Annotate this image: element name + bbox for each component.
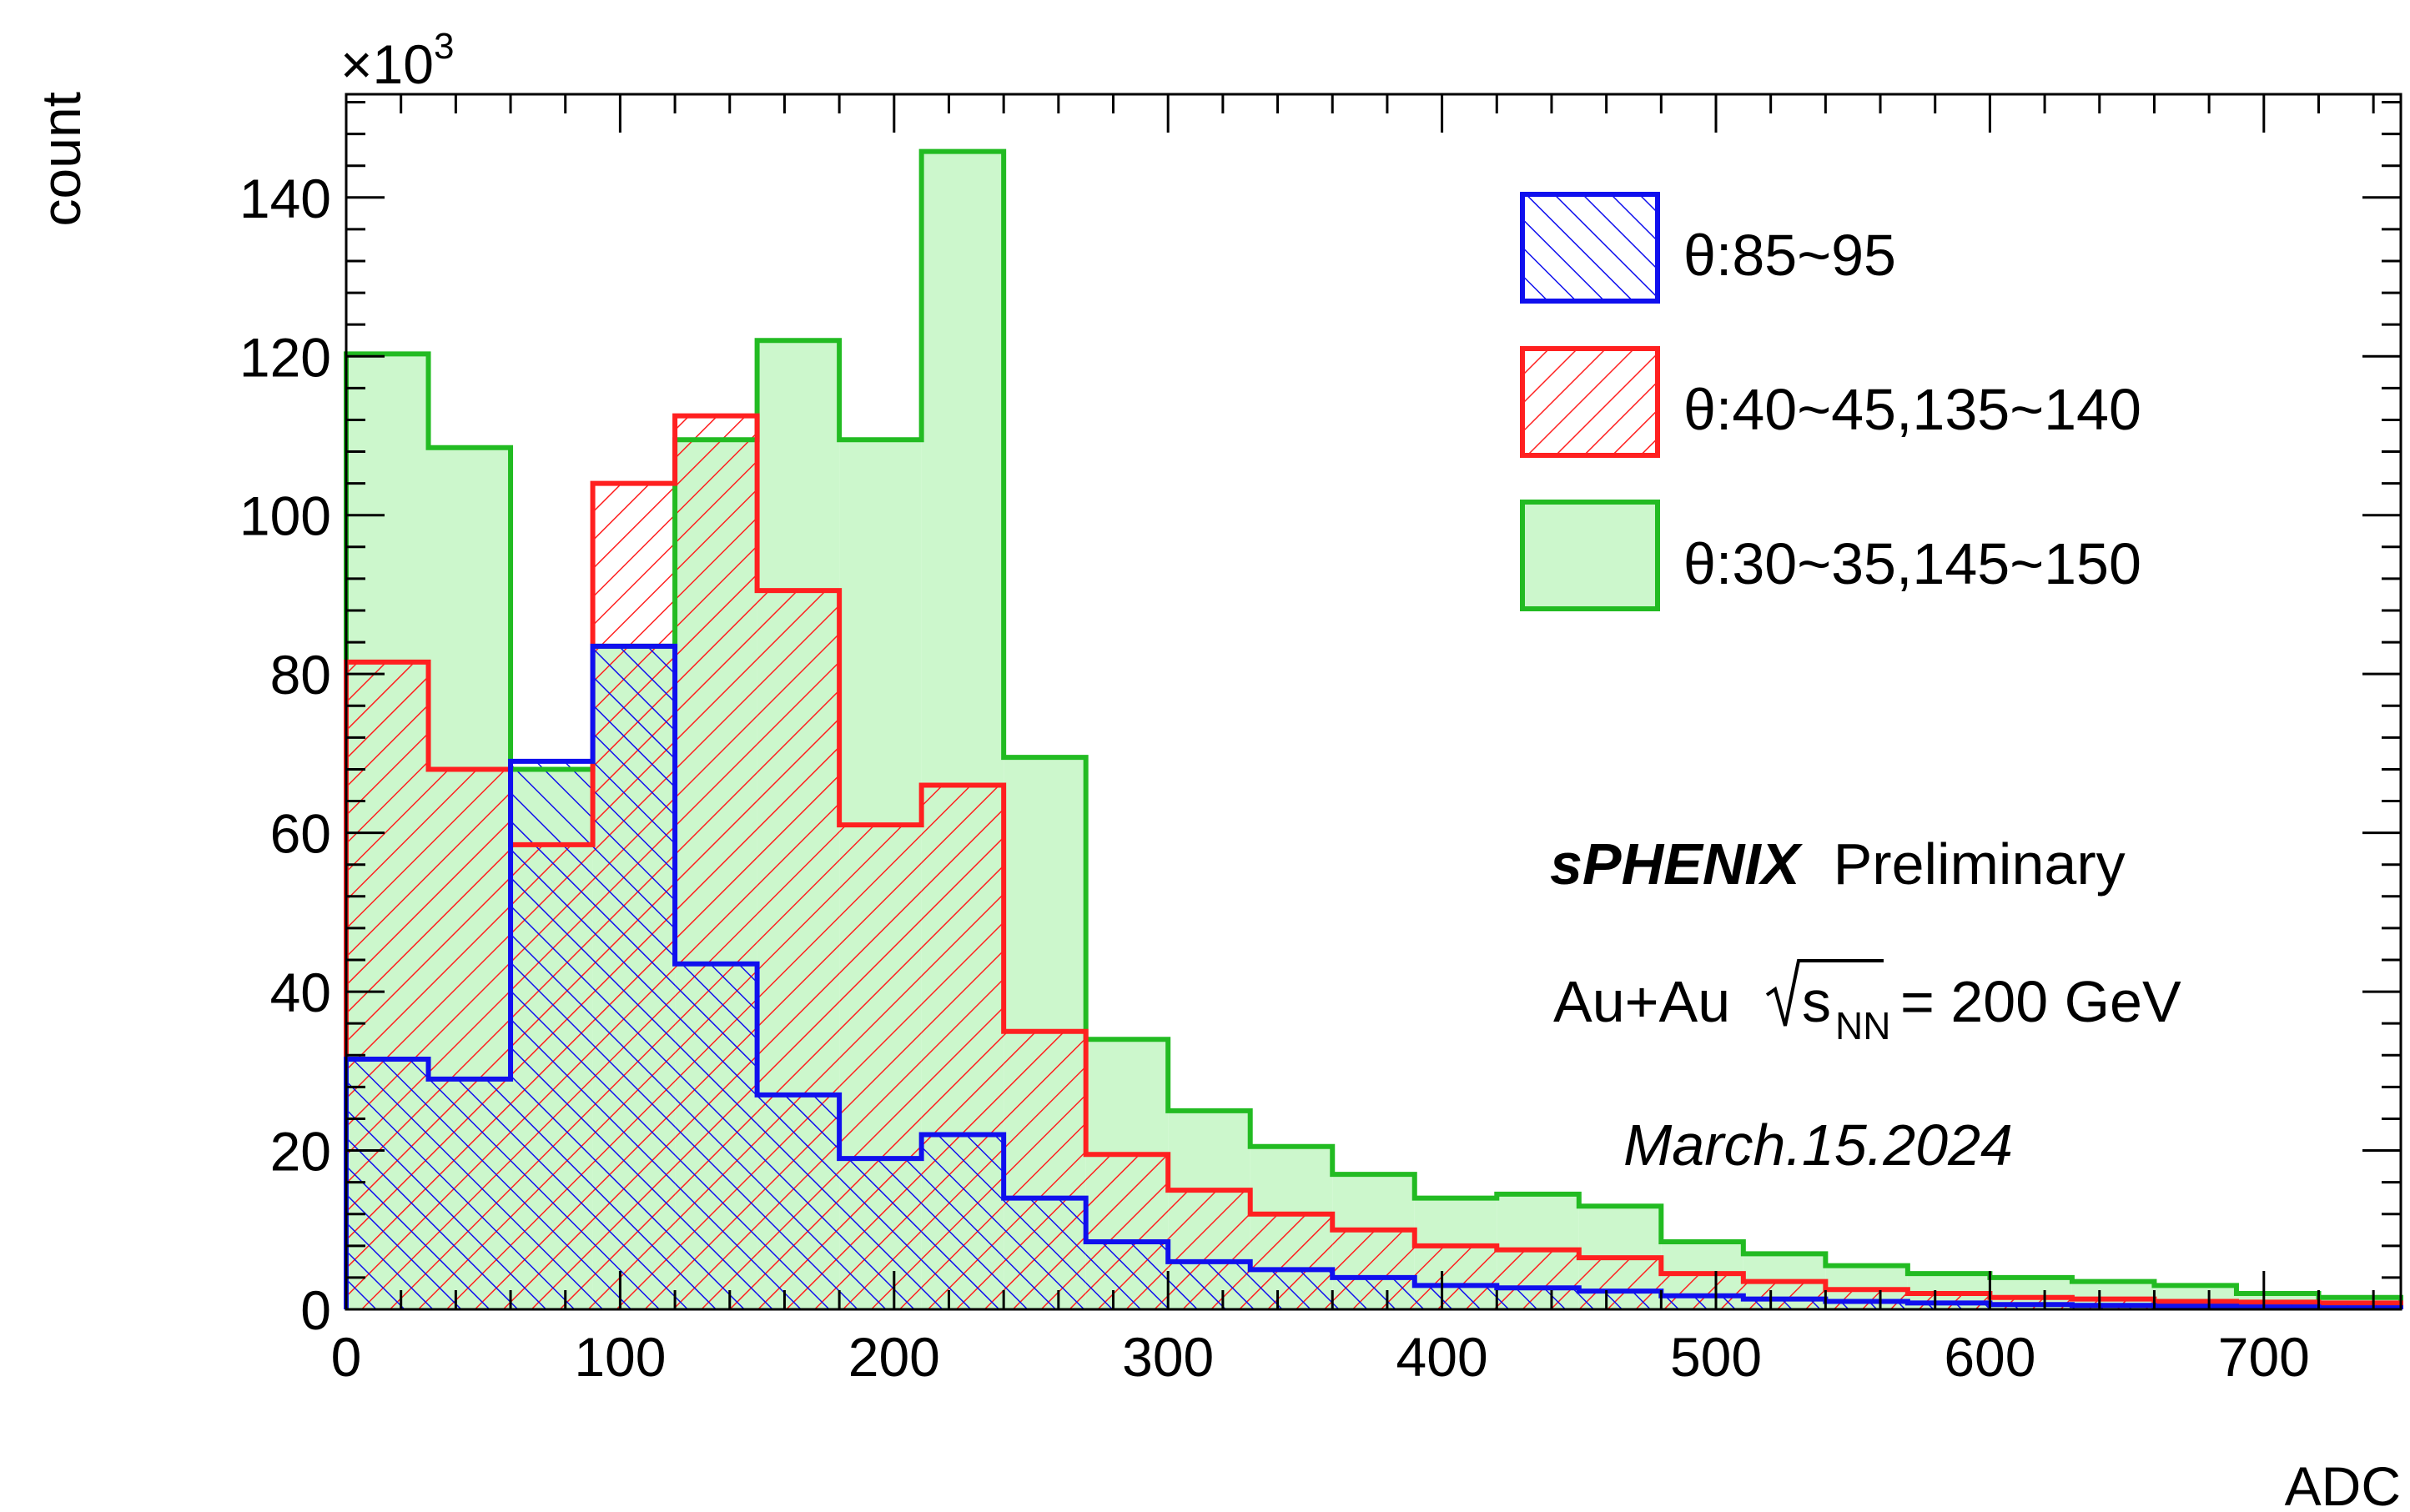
series-outline-2 [344, 643, 2403, 1311]
legend-swatch-green [1520, 500, 1660, 611]
bar-s2-b16 [1661, 1295, 1743, 1309]
x-tick-label-700: 700 [2218, 1326, 2310, 1388]
bar-s2-b11 [1250, 1269, 1333, 1309]
bar-s2-b18 [1825, 1301, 1908, 1309]
bar-s2-b9 [1085, 1242, 1169, 1309]
x-axis-label: ADC [2285, 1455, 2401, 1512]
x-tick-label-300: 300 [1122, 1326, 1214, 1388]
bar-s2-b6 [839, 1158, 922, 1309]
ticks-layer [345, 94, 2401, 1311]
x-tick-label-100: 100 [574, 1326, 666, 1388]
annotations: sPHENIX Preliminary Au+Au s NN = 200 GeV … [1550, 831, 2181, 1178]
energy-label: = 200 GeV [1900, 969, 2181, 1034]
bar-s2-b13 [1414, 1285, 1497, 1309]
bar-s2-b19 [1907, 1303, 1990, 1309]
bar-s2-b3 [592, 645, 676, 1309]
legend-entry-red: θ:40~45,135~140 [1520, 346, 2141, 458]
legend-entry-blue: θ:85~95 [1520, 192, 1896, 304]
status-label: Preliminary [1834, 831, 2126, 897]
bar-s2-b2 [511, 761, 593, 1309]
y-axis-label: count [30, 92, 92, 226]
y-tick-label-80: 80 [270, 644, 331, 706]
bar-s2-b1 [428, 1078, 511, 1309]
y-tick-label-60: 60 [270, 803, 331, 865]
legend-entry-green: θ:30~35,145~150 [1520, 500, 2141, 611]
experiment-label: sPHENIX Preliminary [1550, 831, 2126, 897]
x-tick-label-400: 400 [1396, 1326, 1488, 1388]
bar-s2-b8 [1004, 1198, 1086, 1309]
bars-layer [346, 151, 2401, 1310]
y-tick-label-40: 40 [270, 962, 331, 1023]
legend-label-blue: θ:85~95 [1683, 223, 1896, 288]
y-multiplier-base: ×10 [340, 33, 434, 95]
tick-labels-layer: 0 100 200 300 400 500 600 700 0 20 40 60 80 100 120 140 [239, 168, 2310, 1388]
bar-s2-b7 [921, 1134, 1004, 1309]
x-tick-label-600: 600 [1944, 1326, 2035, 1388]
outline-layer [344, 148, 2403, 1311]
y-tick-label-0: 0 [300, 1279, 331, 1341]
y-multiplier: ×103 [340, 26, 454, 95]
y-multiplier-exponent: 3 [434, 26, 454, 67]
bar-s2-b5 [757, 1094, 840, 1309]
legend: θ:85~95 θ:40~45,135~140 θ:30~35,145~150 [1520, 192, 2141, 611]
bar-s2-b4 [675, 963, 757, 1309]
sqrt-s-subscript: NN [1835, 1004, 1890, 1047]
legend-label-green: θ:30~35,145~150 [1683, 531, 2141, 596]
y-tick-label-100: 100 [239, 485, 331, 547]
x-tick-label-0: 0 [331, 1326, 362, 1388]
y-tick-label-120: 120 [239, 326, 331, 388]
bar-s2-b0 [346, 1059, 429, 1309]
y-tick-label-140: 140 [239, 168, 331, 229]
bar-s2-b14 [1497, 1288, 1579, 1309]
plot-frame [345, 93, 2402, 1311]
experiment-name: sPHENIX [1550, 831, 1804, 897]
bar-s2-b17 [1743, 1299, 1826, 1309]
y-tick-label-20: 20 [270, 1121, 331, 1183]
legend-swatch-red [1520, 346, 1660, 458]
sqrt-symbol [1765, 959, 1884, 1027]
series-outline-1 [344, 413, 2403, 1309]
sqrt-s-label: s [1802, 969, 1831, 1034]
x-tick-label-200: 200 [848, 1326, 940, 1388]
system-label: Au+Au [1553, 969, 1730, 1034]
bar-s2-b15 [1578, 1291, 1662, 1309]
series-outline-0 [344, 148, 2403, 1309]
x-tick-label-500: 500 [1670, 1326, 1762, 1388]
date-label: March.15.2024 [1623, 1113, 2013, 1178]
bar-s2-b12 [1332, 1277, 1415, 1309]
legend-label-red: θ:40~45,135~140 [1683, 377, 2141, 442]
bar-s2-b10 [1168, 1261, 1250, 1309]
legend-swatch-blue [1520, 192, 1660, 304]
